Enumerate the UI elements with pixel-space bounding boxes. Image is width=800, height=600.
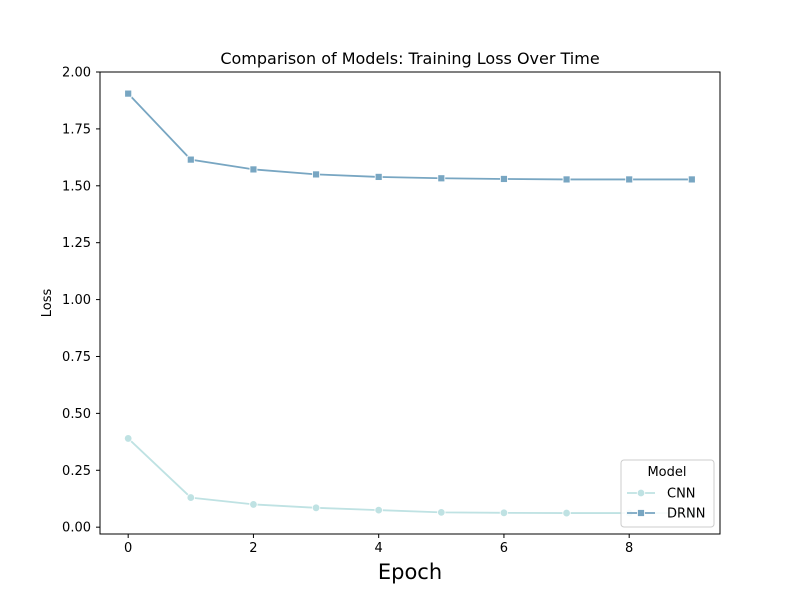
data-point: [374, 505, 383, 515]
y-tick-label: 1.50: [62, 179, 91, 194]
data-point: [562, 175, 571, 184]
chart-title: Comparison of Models: Training Loss Over…: [220, 49, 599, 68]
legend-label: DRNN: [667, 507, 706, 522]
y-tick-label: 0.25: [62, 464, 91, 479]
data-point: [186, 493, 196, 502]
data-point: [687, 175, 696, 184]
data-point: [312, 170, 320, 179]
y-tick-label: 1.25: [62, 236, 91, 251]
data-point: [437, 174, 446, 183]
x-axis: 0 2 4 6 8: [124, 534, 633, 556]
data-point: [249, 165, 258, 174]
y-axis: 0.00 0.25 0.50 0.75 1.00 1.25 1.50 1.75 2.00: [62, 66, 100, 536]
series-line: [127, 93, 692, 181]
plot-area: [99, 71, 721, 535]
x-axis-label: Epoch: [378, 560, 442, 584]
x-tick-label: 8: [625, 541, 633, 556]
data-point: [437, 508, 446, 517]
y-tick-label: 1.75: [62, 122, 91, 137]
data-point: [625, 175, 634, 184]
y-tick-label: 0.00: [62, 521, 91, 536]
data-point: [123, 434, 133, 443]
x-tick-label: 4: [375, 541, 383, 556]
x-tick-label: 2: [249, 541, 257, 556]
series-line: [127, 437, 692, 514]
y-axis-label: Loss: [40, 289, 55, 318]
data-point: [249, 500, 258, 509]
y-tick-label: 0.50: [62, 407, 91, 422]
legend-item-cnn: CNN: [627, 487, 696, 502]
y-tick-label: 2.00: [62, 66, 91, 81]
legend-marker: [636, 488, 646, 498]
legend-marker: [637, 509, 645, 517]
data-point: [311, 503, 321, 513]
series-drnn: [124, 89, 696, 184]
y-tick-label: 1.00: [62, 293, 91, 308]
data-point: [500, 175, 508, 183]
data-point: [374, 173, 383, 181]
legend-item-drnn: DRNN: [627, 507, 706, 522]
data-point: [186, 155, 195, 164]
data-point: [124, 89, 133, 98]
legend: Model CNN DRNN: [620, 459, 715, 528]
x-tick-label: 6: [500, 541, 508, 556]
x-tick-label: 0: [124, 541, 132, 556]
data-point: [562, 508, 571, 518]
data-point: [499, 508, 509, 518]
legend-label: CNN: [667, 487, 696, 502]
legend-title: Model: [647, 465, 686, 480]
y-tick-label: 0.75: [62, 350, 91, 365]
